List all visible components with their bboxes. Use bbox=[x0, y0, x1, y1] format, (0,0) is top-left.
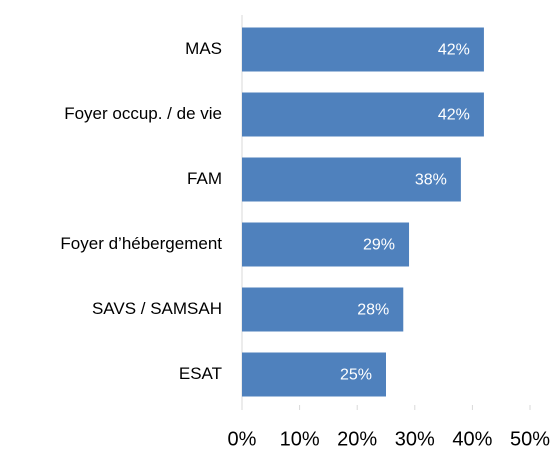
value-label: 42% bbox=[438, 42, 470, 59]
category-label: Foyer d’hébergement bbox=[60, 234, 222, 253]
value-label: 42% bbox=[438, 107, 470, 124]
category-label: ESAT bbox=[179, 364, 222, 383]
bar bbox=[242, 222, 410, 267]
bar bbox=[242, 352, 386, 397]
x-tick-label: 10% bbox=[280, 428, 320, 450]
bar bbox=[242, 27, 484, 72]
category-label: MAS bbox=[185, 39, 222, 58]
x-tick-label: 50% bbox=[510, 428, 550, 450]
category-label: SAVS / SAMSAH bbox=[92, 299, 222, 318]
bar bbox=[242, 157, 461, 202]
x-tick-label: 30% bbox=[395, 428, 435, 450]
x-tick-label: 20% bbox=[337, 428, 377, 450]
bar bbox=[242, 287, 404, 332]
value-label: 38% bbox=[415, 172, 447, 189]
value-label: 29% bbox=[363, 237, 395, 254]
value-label: 28% bbox=[357, 302, 389, 319]
x-tick-label: 40% bbox=[452, 428, 492, 450]
value-label: 25% bbox=[340, 367, 372, 384]
bar bbox=[242, 92, 484, 137]
x-tick-label: 0% bbox=[228, 428, 257, 450]
category-label: FAM bbox=[187, 169, 222, 188]
category-label: Foyer occup. / de vie bbox=[64, 104, 222, 123]
